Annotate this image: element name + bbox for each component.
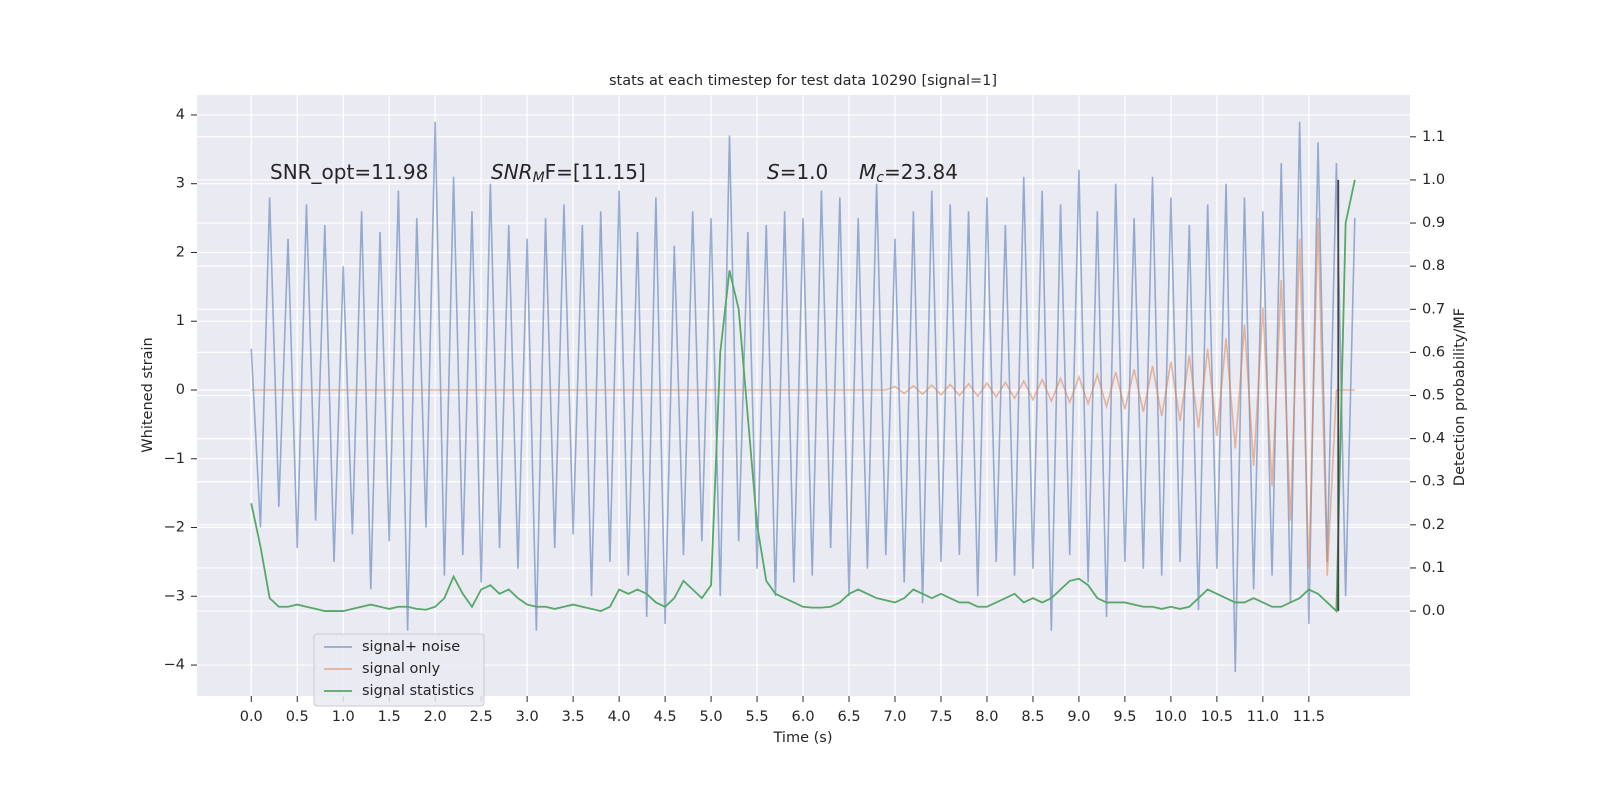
y2-tick-label: 0.9 xyxy=(1422,215,1445,231)
legend-label: signal only xyxy=(362,661,441,677)
x-tick-label: 11.5 xyxy=(1293,709,1325,725)
x-tick-label: 7.0 xyxy=(883,709,906,725)
chart-title: stats at each timestep for test data 102… xyxy=(609,73,997,89)
x-tick-label: 3.5 xyxy=(562,709,585,725)
x-tick-label: 10.5 xyxy=(1201,709,1233,725)
y-tick-label: −2 xyxy=(164,520,185,536)
y-tick-label: 4 xyxy=(176,107,185,123)
y2-tick-label: 0.0 xyxy=(1422,603,1445,619)
x-tick-label: 5.5 xyxy=(746,709,769,725)
series-line xyxy=(250,179,1356,614)
annotation: Mc=23.84 xyxy=(859,160,958,187)
y2-tick-label: 0.8 xyxy=(1422,258,1445,274)
y-tick-label: 1 xyxy=(176,313,185,329)
y2-axis-label: Detection probability/MF xyxy=(1452,308,1468,486)
legend-label: signal statistics xyxy=(362,683,474,699)
y-tick-label: 3 xyxy=(176,176,185,192)
y2-tick-label: 1.0 xyxy=(1422,172,1445,188)
annotation: S=1.0 xyxy=(767,160,828,184)
x-tick-label: 10.0 xyxy=(1155,709,1187,725)
legend-box xyxy=(313,633,485,707)
y2-tick-label: 0.2 xyxy=(1422,517,1445,533)
x-tick-label: 9.0 xyxy=(1067,709,1090,725)
annotation-text: SNR_opt=11.98 xyxy=(270,160,428,184)
x-tick-label: 8.0 xyxy=(975,709,998,725)
x-axis-label: Time (s) xyxy=(773,730,833,746)
y-tick-label: 0 xyxy=(176,382,185,398)
x-tick-label: 8.5 xyxy=(1021,709,1044,725)
x-tick-label: 5.0 xyxy=(700,709,723,725)
x-tick-label: 2.5 xyxy=(470,709,493,725)
x-tick-label: 3.0 xyxy=(516,709,539,725)
y-tick-label: −4 xyxy=(164,657,185,673)
x-tick-label: 11.0 xyxy=(1247,709,1279,725)
annotation-symbol: M xyxy=(859,160,876,184)
annotation-rest: F=[11.15] xyxy=(545,160,646,184)
x-tick-label: 9.5 xyxy=(1113,709,1136,725)
x-tick-label: 6.5 xyxy=(837,709,860,725)
x-tick-label: 0.0 xyxy=(240,709,263,725)
annotation-rest: =23.84 xyxy=(884,160,958,184)
x-tick-label: 1.0 xyxy=(332,709,355,725)
x-tick-label: 4.5 xyxy=(654,709,677,725)
y2-tick-label: 0.6 xyxy=(1422,344,1445,360)
annotation-subscript: M xyxy=(533,170,545,186)
y-axis-label: Whitened strain xyxy=(140,337,156,452)
x-tick-label: 2.0 xyxy=(424,709,447,725)
annotation-symbol: SNR xyxy=(491,160,533,184)
x-tick-label: 1.5 xyxy=(378,709,401,725)
y2-tick-label: 0.1 xyxy=(1422,560,1445,576)
y2-tick-label: 0.4 xyxy=(1422,431,1445,447)
x-tick-label: 6.0 xyxy=(792,709,815,725)
annotation-rest: =1.0 xyxy=(780,160,829,184)
legend-label: signal+ noise xyxy=(362,639,460,655)
series-line xyxy=(250,121,1356,672)
y-tick-label: −3 xyxy=(164,588,185,604)
y2-tick-label: 0.7 xyxy=(1422,301,1445,317)
series-line xyxy=(251,218,1355,576)
x-tick-label: 0.5 xyxy=(286,709,309,725)
y2-tick-label: 0.3 xyxy=(1422,474,1445,490)
annotation-subscript: c xyxy=(876,170,884,186)
annotation: SNRMF=[11.15] xyxy=(491,160,646,187)
x-tick-label: 4.0 xyxy=(608,709,631,725)
y2-tick-label: 1.1 xyxy=(1422,129,1445,145)
annotation: SNR_opt=11.98 xyxy=(270,160,428,184)
y2-tick-label: 0.5 xyxy=(1422,388,1445,404)
x-tick-label: 7.5 xyxy=(929,709,952,725)
y-tick-label: 2 xyxy=(176,244,185,260)
annotation-symbol: S xyxy=(767,160,780,184)
y-tick-label: −1 xyxy=(164,451,185,467)
